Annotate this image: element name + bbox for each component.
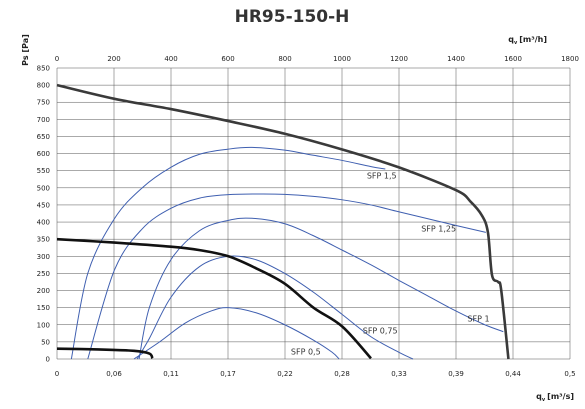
chart-title: HR95-150-H (235, 7, 350, 27)
y-tick-label: 200 (37, 287, 50, 295)
bottom-axis-unit: [m³/s] (547, 392, 574, 401)
y-tick-label: 350 (37, 236, 50, 244)
x-bottom-tick-label: 0,17 (220, 370, 236, 378)
x-top-tick-label: 1600 (504, 55, 522, 63)
sfp-label: SFP 1,5 (367, 172, 397, 181)
y-tick-label: 550 (37, 167, 50, 175)
bottom-axis-q: q (536, 392, 542, 401)
sfp-label: SFP 0,75 (363, 326, 398, 335)
bottom-axis-label: qv [m³/s] (536, 392, 574, 403)
fan-curve (56, 83, 510, 360)
x-top-tick-label: 0 (55, 55, 59, 63)
x-top-tick-label: 1200 (390, 55, 408, 63)
y-tick-label: 800 (37, 82, 50, 90)
x-top-tick-label: 1000 (333, 55, 351, 63)
sfp-label: SFP 1 (467, 314, 489, 323)
x-top-tick-label: 600 (221, 55, 234, 63)
x-bottom-tick-labels: 0 0,06 0,11 0,17 0,22 0,28 0,33 0,39 0,44 0,5 (55, 370, 576, 378)
x-top-tick-label: 200 (107, 55, 120, 63)
y-tick-label: 500 (37, 184, 50, 192)
y-tick-label: 300 (37, 253, 50, 261)
sfp-curve (133, 307, 340, 360)
y-axis-label: Ps [Pa] (21, 34, 30, 66)
x-top-tick-label: 1800 (561, 55, 579, 63)
x-top-tick-label: 400 (164, 55, 177, 63)
top-axis-label: qv [m³/h] (508, 35, 547, 46)
sfp-curve (87, 193, 486, 360)
x-bottom-tick-label: 0,33 (391, 370, 407, 378)
y-tick-label: 250 (37, 270, 50, 278)
y-tick-label: 600 (37, 150, 50, 158)
x-bottom-tick-label: 0,22 (277, 370, 293, 378)
y-tick-label: 750 (37, 99, 50, 107)
sfp-curves (70, 146, 504, 360)
x-bottom-tick-label: 0,06 (106, 370, 122, 378)
sfp-curve (70, 146, 386, 360)
sfp-labels: SFP 1,5 SFP 1,25 SFP 1 SFP 0,75 SFP 0,5 (291, 172, 490, 357)
top-axis-unit: [m³/h] (519, 35, 547, 44)
svg-text:qv[m³/h]: qv [m³/h] (508, 35, 547, 46)
svg-text:qv[m³/s]: qv [m³/s] (536, 392, 574, 403)
x-top-tick-labels: 0 200 400 600 800 1000 1200 1400 1600 1800 (55, 55, 579, 63)
y-tick-label: 850 (37, 65, 50, 73)
sfp-label: SFP 1,25 (421, 225, 456, 234)
y-tick-label: 50 (41, 338, 50, 346)
fan-curves (56, 83, 510, 360)
y-tick-labels: 0 50 100 150 200 250 300 350 400 450 500 550 600 650 7… (37, 65, 50, 364)
y-tick-label: 450 (37, 201, 50, 209)
x-bottom-tick-label: 0,11 (163, 370, 179, 378)
x-top-tick-label: 1400 (447, 55, 465, 63)
y-tick-label: 150 (37, 304, 50, 312)
sfp-curve (136, 255, 414, 360)
fan-curve (56, 237, 372, 360)
x-bottom-tick-label: 0 (55, 370, 59, 378)
y-tick-label: 400 (37, 219, 50, 227)
x-bottom-tick-label: 0,28 (334, 370, 350, 378)
y-tick-label: 100 (37, 321, 50, 329)
top-axis-q-sub: v (514, 40, 518, 46)
x-top-tick-label: 800 (278, 55, 291, 63)
y-tick-label: 0 (46, 356, 50, 364)
chart-grid (56, 67, 571, 360)
top-axis-q: q (508, 35, 514, 44)
sfp-label: SFP 0,5 (291, 348, 321, 357)
bottom-axis-q-sub: v (542, 397, 546, 403)
fan-curve (56, 347, 154, 360)
sfp-curve (138, 217, 504, 360)
y-tick-label: 650 (37, 133, 50, 141)
x-bottom-tick-label: 0,44 (505, 370, 521, 378)
y-tick-label: 700 (37, 116, 50, 124)
x-bottom-tick-label: 0,39 (448, 370, 464, 378)
x-bottom-tick-label: 0,5 (564, 370, 575, 378)
